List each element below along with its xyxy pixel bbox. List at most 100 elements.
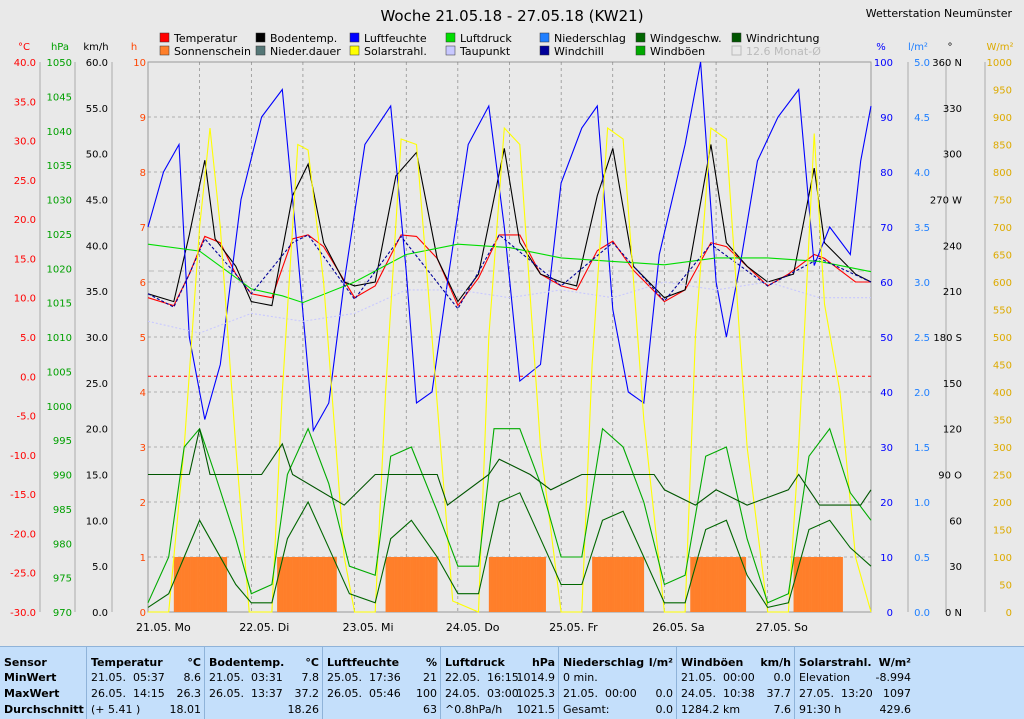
sunshine-bar xyxy=(799,557,802,612)
sunshine-bar xyxy=(330,557,332,612)
sunshine-bar xyxy=(288,557,291,612)
sunshine-bar xyxy=(541,557,544,612)
sunshine-bar xyxy=(397,557,399,612)
sunshine-bar xyxy=(408,557,411,612)
sunshine-bar xyxy=(610,557,612,612)
x-tick-label: 21.05. Mo xyxy=(136,621,191,634)
sunshine-bar xyxy=(607,557,610,612)
sunshine-bar xyxy=(424,557,426,612)
axis-tick-label: 1.0 xyxy=(914,498,930,509)
summary-value: 1021.5 xyxy=(516,703,556,716)
summary-date: 22.05. xyxy=(445,671,480,684)
axis-tick-label: 150 xyxy=(993,526,1012,537)
sunshine-bar xyxy=(727,557,730,612)
sunshine-bar xyxy=(735,557,738,612)
summary-row: (+ 5.41 ) 18.01 xyxy=(91,702,201,718)
x-tick-label: 22.05. Di xyxy=(239,621,289,634)
axis-tick-label: 5.0 xyxy=(20,333,36,344)
sunshine-bar xyxy=(818,557,820,612)
legend-item: Taupunkt xyxy=(459,45,511,58)
sunshine-bar xyxy=(310,557,313,612)
axis-tick-label: 15.0 xyxy=(14,254,36,265)
axis-tick-label: 150 xyxy=(943,379,962,390)
sunshine-bar xyxy=(593,557,596,612)
axis-tick-label: 30 xyxy=(949,562,962,573)
sunshine-bar xyxy=(497,557,500,612)
axis-tick-label: 0 xyxy=(1006,608,1012,619)
axis-tick-label: 55.0 xyxy=(86,104,108,115)
summary-row: 26.05. 13:37 37.2 xyxy=(209,686,319,702)
sunshine-bar xyxy=(821,557,824,612)
sunshine-bar xyxy=(318,557,321,612)
sunshine-bar xyxy=(304,557,306,612)
axis-tick-label: 10.0 xyxy=(86,516,108,527)
sunshine-bar xyxy=(717,557,719,612)
axis-unit: km/h xyxy=(83,42,108,53)
sunshine-bar xyxy=(708,557,710,612)
summary-row: Gesamt: 0.0 xyxy=(563,702,673,718)
summary-time: 03:31 xyxy=(251,671,283,684)
sunshine-bar xyxy=(524,557,527,612)
axis-unit: ° xyxy=(948,42,953,53)
chart-title: Woche 21.05.18 - 27.05.18 (KW21) xyxy=(380,7,643,25)
sunshine-bar xyxy=(398,557,401,612)
sunshine-bar xyxy=(182,557,185,612)
sunshine-bar xyxy=(430,557,433,612)
sunshine-bar xyxy=(492,557,495,612)
axis-tick-label: 60 xyxy=(949,516,962,527)
sunshine-bar xyxy=(319,557,322,612)
sunshine-bar xyxy=(333,557,336,612)
sunshine-bar xyxy=(220,557,222,612)
legend-item: Windgeschw. xyxy=(650,32,722,45)
axis-tick-label: 1000 xyxy=(987,58,1012,69)
summary-column: Solarstrahl. W/m² Elevation -8.994 27.05. 13:… xyxy=(794,647,915,719)
sunshine-bar xyxy=(279,557,282,612)
summary-time: 16:15 xyxy=(487,671,519,684)
summary-value: 0.0 xyxy=(655,703,674,716)
sunshine-bar xyxy=(175,557,177,612)
sunshine-bar xyxy=(692,557,695,612)
sunshine-bar xyxy=(716,557,718,612)
sunshine-bar xyxy=(827,557,829,612)
sunshine-bar xyxy=(390,557,393,612)
sunshine-bar xyxy=(490,557,492,612)
axis-tick-label: 600 xyxy=(993,278,1012,289)
sunshine-bar xyxy=(615,557,617,612)
axis-tick-label: 0 xyxy=(887,608,893,619)
sunshine-bar xyxy=(806,557,809,612)
sunshine-bar xyxy=(314,557,317,612)
sunshine-bar xyxy=(292,557,295,612)
axis-tick-label: 4 xyxy=(140,388,146,399)
sunshine-bar xyxy=(188,557,190,612)
sunshine-bar xyxy=(186,557,189,612)
sunshine-bar xyxy=(703,557,705,612)
sunshine-bar xyxy=(206,557,208,612)
summary-header: Windböen km/h xyxy=(681,655,791,671)
summary-value: 63 xyxy=(423,703,437,716)
axis-tick-label: 20.0 xyxy=(86,425,108,436)
summary-date: 1284.2 km xyxy=(681,703,741,716)
legend-swatch xyxy=(539,32,550,43)
axis-tick-label: 1050 xyxy=(47,58,72,69)
sunshine-bar xyxy=(832,557,834,612)
summary-date: 24.05. xyxy=(445,687,480,700)
summary-title: Luftdruck xyxy=(445,656,505,669)
summary-date: 26.05. xyxy=(209,687,244,700)
sunshine-bar xyxy=(710,557,713,612)
axis-tick-label: 1015 xyxy=(47,299,72,310)
summary-date: 26.05. xyxy=(91,687,126,700)
sunshine-bar xyxy=(219,557,221,612)
sunshine-bar xyxy=(178,557,181,612)
summary-row: 21.05. 00:00 0.0 xyxy=(681,670,791,686)
axis-tick-label: 15.0 xyxy=(86,471,108,482)
sunshine-bar xyxy=(295,557,297,612)
legend: Temperatur Bodentemp. Luftfeuchte Luftdruck… xyxy=(159,32,821,58)
sunshine-bar xyxy=(434,557,437,612)
axis-unit: hPa xyxy=(51,42,69,53)
sunshine-bar xyxy=(544,557,546,612)
axis-tick-label: 2.0 xyxy=(914,388,930,399)
summary-date: Gesamt: xyxy=(563,703,610,716)
sunshine-bar xyxy=(506,557,509,612)
sunshine-bar xyxy=(741,557,744,612)
sunshine-bar xyxy=(617,557,620,612)
